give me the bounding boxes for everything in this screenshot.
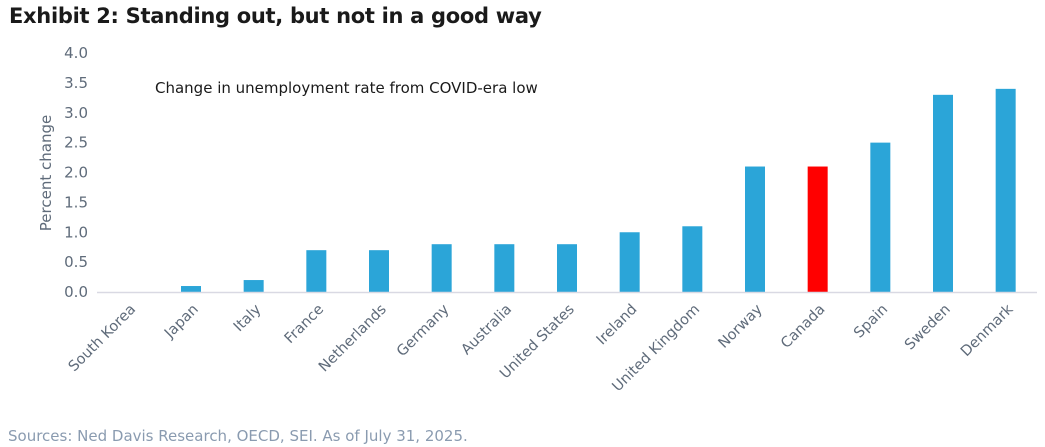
bar-ireland [619, 232, 640, 292]
bar-sweden [933, 94, 953, 292]
bar-united-kingdom [682, 226, 703, 292]
x-tick-label: Germany [394, 301, 453, 360]
x-tick-label: South Korea [66, 302, 139, 375]
bar-spain [870, 142, 891, 292]
bar-netherlands [369, 250, 389, 292]
x-tick-label: Italy [231, 301, 265, 335]
y-tick-label: 3.0 [64, 104, 88, 122]
y-tick-label: 3.5 [64, 74, 88, 92]
y-tick-label: 2.0 [64, 164, 88, 182]
y-tick-label: 1.0 [64, 223, 88, 241]
y-tick-label: 1.5 [64, 193, 88, 211]
y-tick-label: 4.0 [64, 44, 88, 62]
bars [181, 88, 1016, 292]
bar-germany [431, 244, 452, 292]
chart-annotation: Change in unemployment rate from COVID-e… [155, 79, 538, 97]
x-tick-label: Sweden [902, 302, 954, 354]
bar-denmark [995, 88, 1016, 292]
bar-canada [807, 166, 828, 292]
x-tick-label: Canada [778, 302, 828, 352]
source-note: Sources: Ned Davis Research, OECD, SEI. … [8, 427, 468, 445]
x-tick-label: Australia [458, 302, 515, 359]
x-tick-label: Ireland [594, 302, 641, 349]
y-axis-label: Percent change [37, 115, 55, 231]
bar-japan [181, 286, 201, 292]
x-tick-label: Norway [716, 301, 767, 352]
bar-italy [243, 280, 264, 292]
x-tick-label: Spain [851, 302, 891, 342]
x-tick-label: Netherlands [316, 302, 390, 376]
x-tick-label: Japan [161, 302, 202, 343]
y-tick-label: 0.0 [64, 283, 88, 301]
x-tick-label: Denmark [958, 301, 1017, 360]
y-axis-ticks: 0.0 0.5 1.0 1.5 2.0 2.5 3.0 3.5 4.0 [64, 44, 88, 301]
chart-title: Exhibit 2: Standing out, but not in a go… [9, 4, 542, 28]
bar-norway [745, 166, 765, 292]
bar-france [306, 250, 327, 292]
y-tick-label: 0.5 [64, 253, 88, 271]
bar-united-states [557, 244, 577, 292]
y-tick-label: 2.5 [64, 134, 88, 152]
bar-australia [494, 244, 515, 292]
x-tick-label: France [282, 301, 327, 346]
